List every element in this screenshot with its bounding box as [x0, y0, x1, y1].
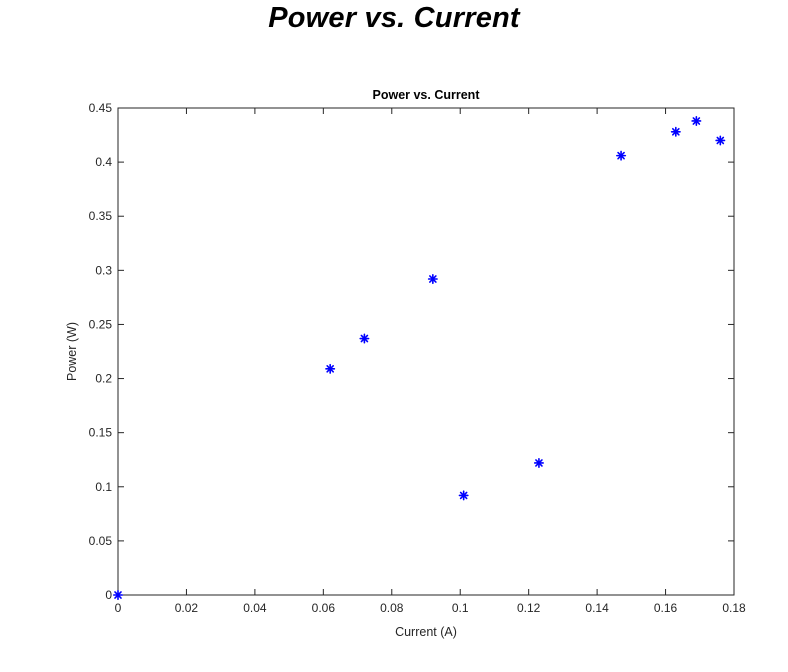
- y-tick-labels: 0 0.05 0.1 0.15 0.2 0.25 0.3 0.35 0.4 0.45: [89, 101, 113, 602]
- y-tick-label: 0.2: [95, 372, 112, 386]
- axis-ticks: [117, 107, 735, 596]
- x-tick-label: 0.14: [585, 601, 609, 615]
- data-point: [715, 135, 726, 146]
- chart-title: Power vs. Current: [373, 88, 481, 102]
- y-tick-label: 0.3: [95, 263, 112, 277]
- x-tick-label: 0.04: [243, 601, 267, 615]
- y-axis-label: Power (W): [65, 322, 79, 381]
- data-point: [533, 457, 544, 468]
- data-point: [113, 589, 123, 601]
- x-tick-labels: 0 0.02 0.04 0.06 0.08 0.1 0.12 0.14 0.16 0.18: [115, 601, 746, 615]
- x-tick-label: 0.06: [312, 601, 336, 615]
- x-tick-label: 0.12: [517, 601, 541, 615]
- data-point: [670, 126, 681, 137]
- data-point: [325, 363, 336, 374]
- x-tick-label: 0.16: [654, 601, 678, 615]
- y-tick-label: 0.45: [89, 101, 113, 115]
- data-point: [616, 150, 627, 161]
- y-tick-label: 0.1: [95, 480, 112, 494]
- x-tick-label: 0.1: [452, 601, 469, 615]
- data-point: [359, 333, 370, 344]
- data-points: [113, 115, 726, 601]
- y-tick-label: 0.4: [95, 155, 112, 169]
- data-point: [458, 490, 469, 501]
- page-title: Power vs. Current: [268, 2, 520, 34]
- data-point: [427, 273, 438, 284]
- x-tick-label: 0.08: [380, 601, 404, 615]
- y-tick-label: 0: [105, 588, 112, 602]
- x-tick-label: 0.02: [175, 601, 199, 615]
- plot-area: [117, 107, 735, 596]
- y-tick-label: 0.05: [89, 534, 113, 548]
- x-tick-label: 0.18: [722, 601, 746, 615]
- y-tick-label: 0.25: [89, 317, 113, 331]
- x-axis-label: Current (A): [395, 625, 457, 639]
- y-tick-label: 0.35: [89, 209, 113, 223]
- x-tick-label: 0: [115, 601, 122, 615]
- y-tick-label: 0.15: [89, 426, 113, 440]
- data-point: [691, 115, 702, 126]
